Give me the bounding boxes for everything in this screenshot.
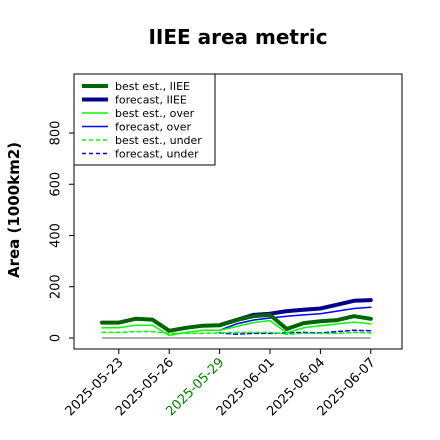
x-axis: 2025-05-232025-05-262025-05-292025-06-01… <box>63 349 379 419</box>
legend-label: best est., under <box>115 134 202 147</box>
legend-label: forecast, over <box>115 121 191 134</box>
y-tick-label: 600 <box>49 172 64 197</box>
legend-box <box>73 73 216 166</box>
legend-label: forecast, under <box>115 148 199 161</box>
series-line-0 <box>100 312 373 333</box>
series-line-5 <box>218 329 372 335</box>
series-line-2 <box>101 319 372 337</box>
y-tick-label: 200 <box>49 274 64 299</box>
legend-label: best est., over <box>115 107 195 120</box>
y-axis-label: Area (1000km2) <box>5 142 23 278</box>
y-tick-label: 800 <box>49 121 64 146</box>
chart-title: IIEE area metric <box>148 25 327 49</box>
series-line-3 <box>218 306 372 332</box>
series-line-4 <box>101 330 372 335</box>
y-tick-label: 0 <box>49 334 64 342</box>
legend-label: forecast, IIEE <box>115 94 187 107</box>
y-tick-label: 400 <box>49 223 64 248</box>
series-group <box>100 298 373 337</box>
series-line-1 <box>217 298 373 328</box>
plot-frame <box>73 73 403 350</box>
legend-label: best est., IIEE <box>115 80 190 93</box>
y-axis: 0 200 400 600 800 <box>49 121 74 342</box>
